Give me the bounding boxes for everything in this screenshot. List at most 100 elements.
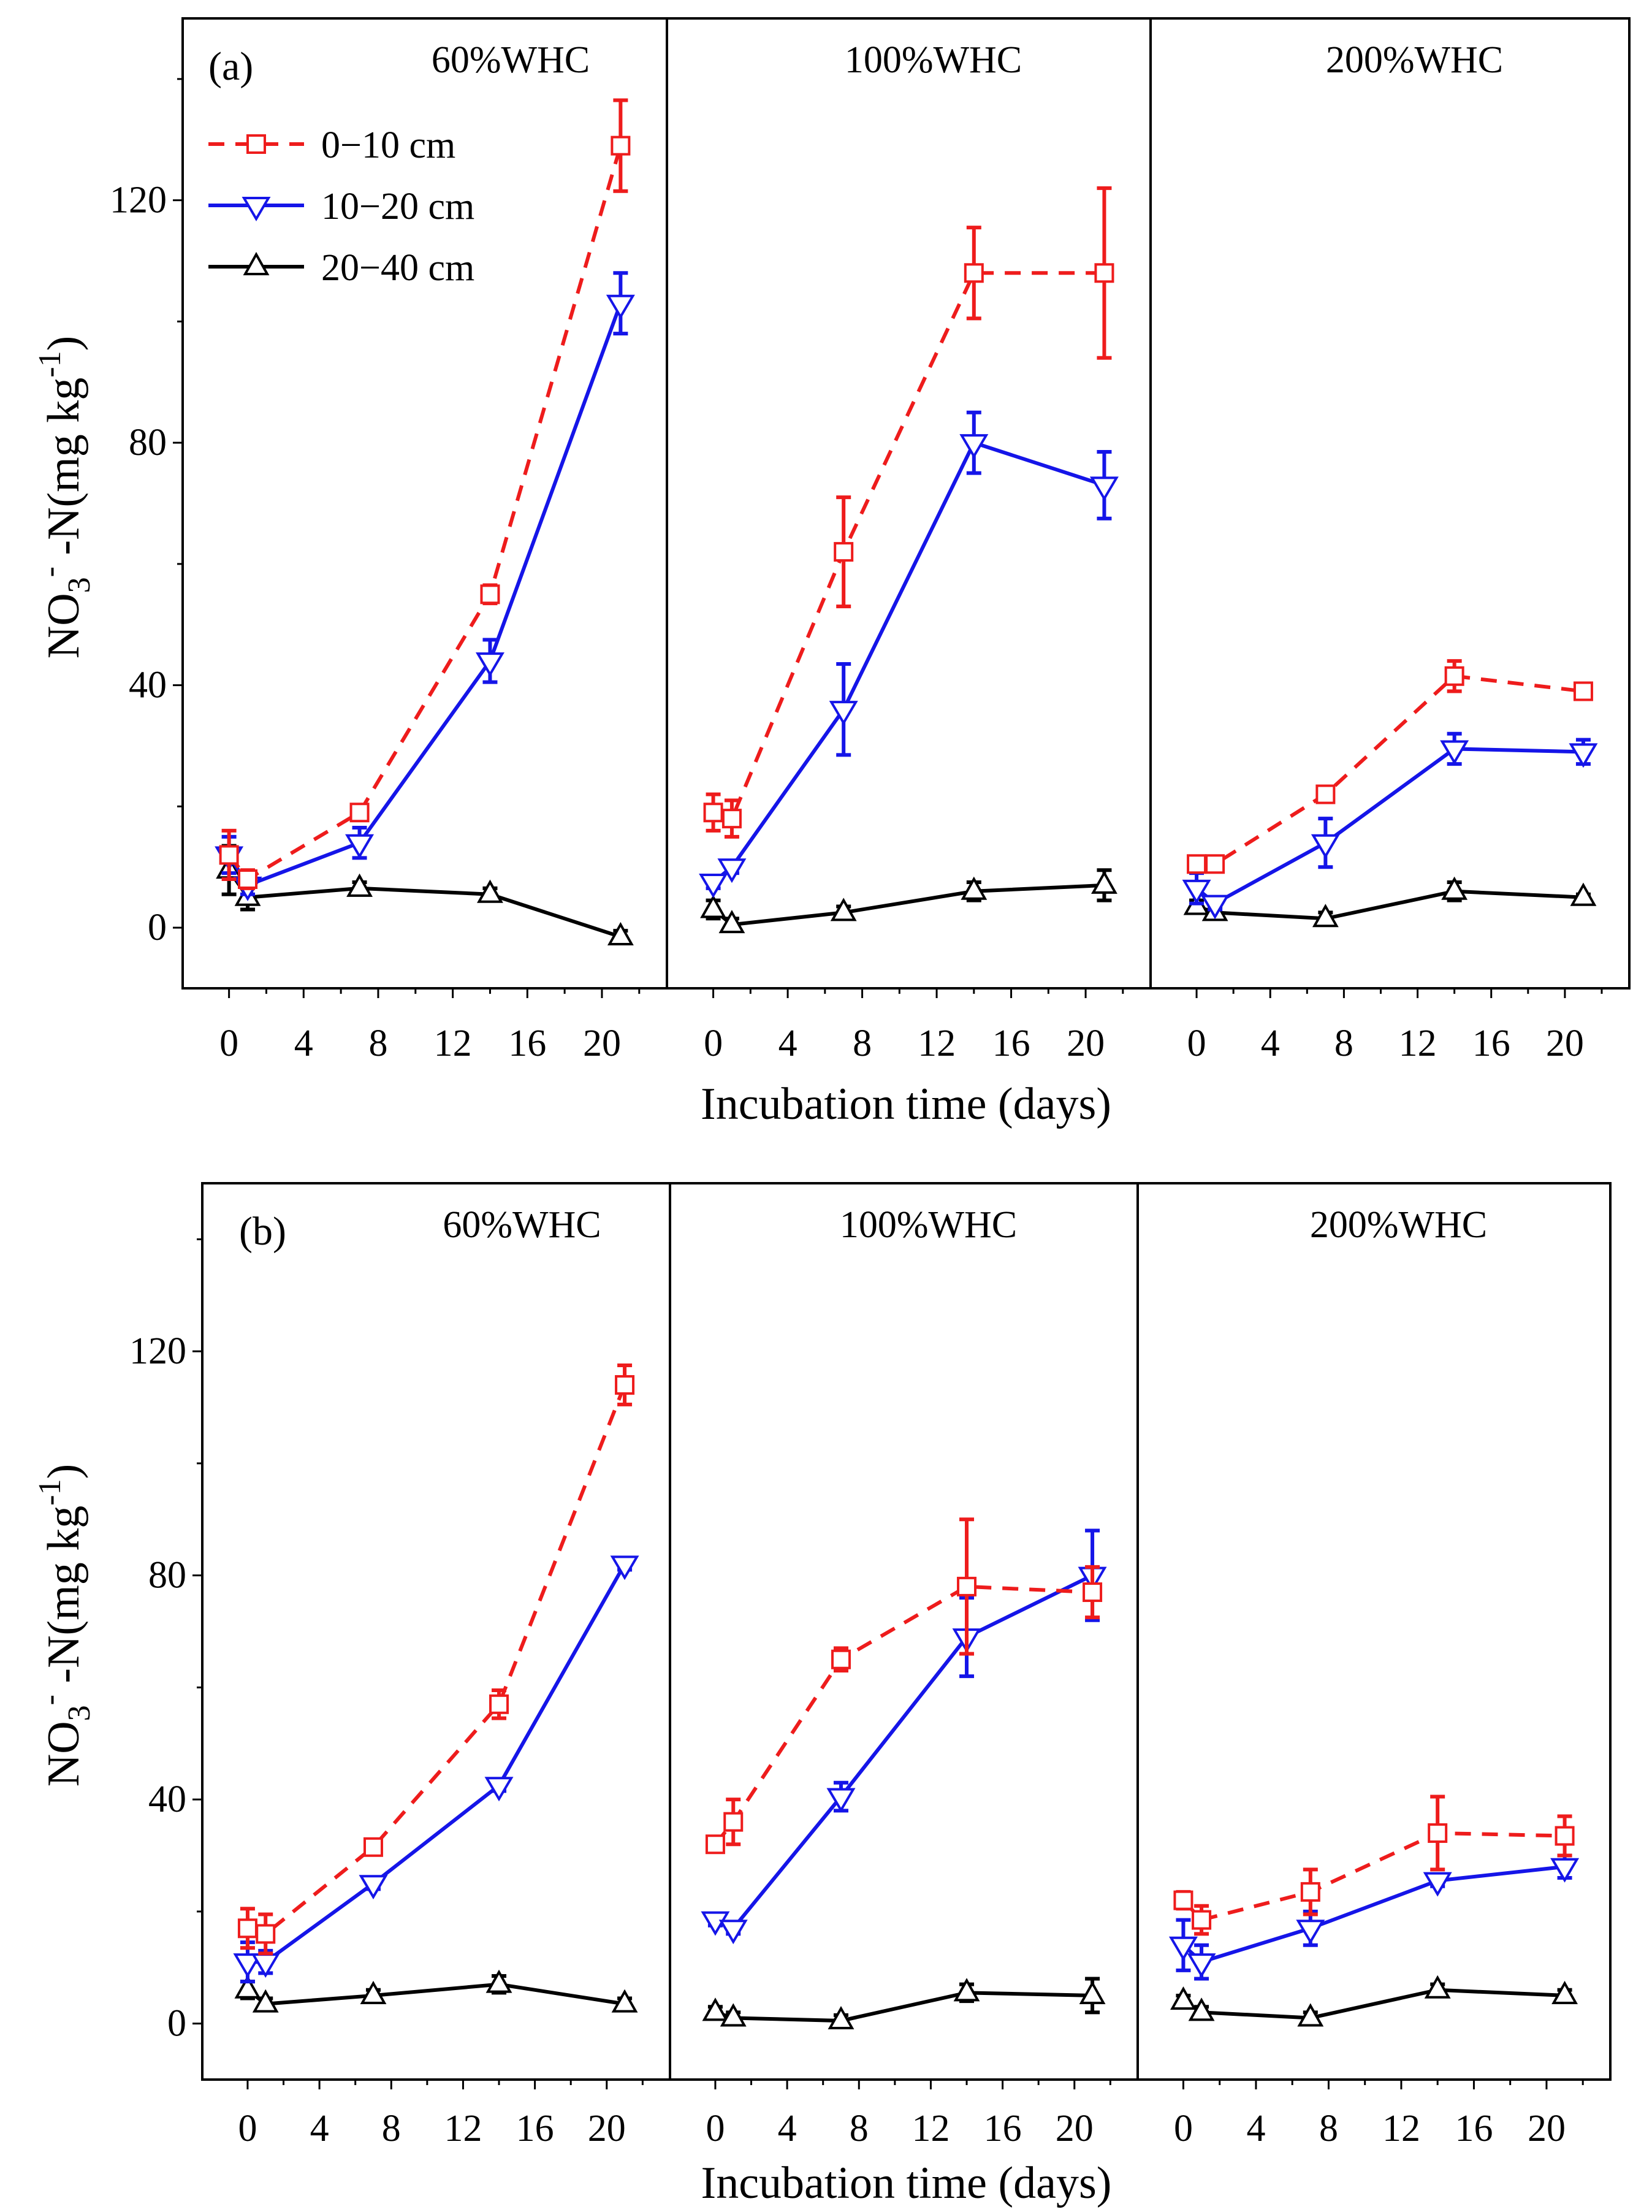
x-tick-label: 20 [1056,2108,1094,2149]
subplot-a-2: 0 4 8 12 16 20 100%WHC [666,17,1152,1064]
panel-label: (a) [208,44,253,89]
series-0-10- [1187,659,1593,874]
x-tick-label: 4 [1246,2108,1265,2149]
condition-label: 100%WHC [840,1204,1017,1246]
marker-triangle-down-10-20- [1182,879,1211,904]
marker-square-0-10- [256,1924,276,1944]
marker-triangle-down-10-20- [1187,1953,1216,1978]
x-tick-label: 4 [778,2108,797,2149]
marker-triangle-down-10-20- [699,873,728,898]
marker-triangle-down-10-20- [345,834,375,859]
y-axis-title-part: 3 [62,1705,97,1721]
marker-triangle-down-10-20- [1423,1872,1452,1897]
y-axis-title: NO3- -N(mg kg-1) [32,336,97,659]
marker-triangle-up-20-40- [718,910,745,934]
y-tick-label: 120 [110,180,167,221]
x-tick-label: 16 [508,1023,546,1064]
marker-triangle-up-20-40- [1188,1997,1215,2021]
marker-triangle-down-10-20- [829,701,858,726]
subplot-a-1: 0 4 8 12 16 20 60%WHC [181,17,668,1064]
marker-square-0-10- [703,803,723,823]
marker-square-legend-0-10- [246,134,266,154]
x-tick-label: 0 [219,1023,238,1064]
marker-square-0-10- [1300,1882,1320,1902]
series-20-40- [1170,1975,1578,2027]
marker-triangle-down-10-20- [717,858,747,883]
marker-triangle-up-20-40- [702,1997,729,2021]
marker-triangle-down-10-20- [959,434,989,459]
series-line-20-40- [712,883,1105,927]
marker-square-0-10- [1555,1826,1575,1846]
series-0-10- [219,98,631,890]
marker-square-0-10- [489,1694,509,1714]
y-axis-title-part: -N(mg kg [39,1506,89,1695]
marker-triangle-down-10-20- [475,652,504,677]
series-line-10-20- [714,1573,1094,1931]
marker-triangle-up-20-40- [1441,876,1468,900]
marker-triangle-up-20-40- [961,876,988,900]
x-tick-label: 20 [1546,1023,1584,1064]
y-axis-title-part: -1 [32,351,67,377]
marker-square-0-10- [705,1834,725,1855]
series-10-20- [701,1528,1107,1945]
y-axis-title-part: ) [39,1464,89,1479]
marker-triangle-up-20-40- [360,1980,387,2004]
x-tick-label: 8 [368,1023,387,1064]
x-tick-label: 0 [1187,1023,1206,1064]
marker-triangle-down-10-20- [718,1920,748,1945]
x-tick-label: 8 [853,1023,872,1064]
y-tick-label: 0 [167,2003,186,2045]
y-tick-label: 40 [148,1779,186,1820]
marker-square-0-10- [1094,263,1114,283]
marker-triangle-down-10-20- [484,1777,514,1802]
subplot-frame [669,1182,1139,2081]
marker-triangle-up-20-40- [720,2003,747,2027]
x-tick-label: 12 [444,2108,482,2149]
series-line-10-20- [227,302,623,888]
x-axis-title: Incubation time (days) [701,1079,1111,1129]
series-line-0-10- [712,271,1105,821]
marker-triangle-down-10-20- [1550,1858,1580,1883]
x-tick-label: 20 [588,2108,626,2149]
series-line-20-40- [1182,1988,1565,2020]
x-tick-label: 8 [382,2108,401,2149]
marker-triangle-down-10-20- [1089,476,1119,502]
x-tick-label: 16 [1455,2108,1493,2149]
marker-triangle-up-20-40- [1312,904,1339,928]
y-axis-title-part: NO [39,1721,89,1787]
marker-square-0-10- [723,1812,744,1832]
marker-triangle-up-20-40- [1551,1980,1578,2004]
subplot-a-3: 0 4 8 12 16 20 200%WHC [1149,17,1631,1064]
series-10-20- [699,410,1119,898]
x-tick-label: 8 [850,2108,869,2149]
condition-label: 60%WHC [443,1204,601,1246]
marker-triangle-up-20-40- [485,1969,512,1993]
marker-triangle-up-20-40- [1079,1980,1106,2004]
x-tick-label: 16 [992,1023,1030,1064]
series-line-0-10- [227,145,623,882]
series-line-10-20- [1195,747,1584,906]
marker-triangle-down-legend-10-20- [242,197,271,221]
series-0-10- [705,1517,1103,1855]
y-axis-title-part: NO [39,593,89,658]
marker-square-0-10- [238,869,258,890]
y-axis-title-part: -1 [32,1479,67,1505]
marker-triangle-up-20-40- [611,1989,638,2013]
marker-triangle-down-10-20- [1200,894,1230,920]
x-tick-label: 12 [918,1023,956,1064]
x-tick-label: 4 [310,2108,329,2149]
marker-triangle-up-20-40- [700,894,726,918]
marker-square-0-10- [831,1649,851,1669]
x-tick-label: 8 [1334,1023,1353,1064]
marker-square-0-10- [1187,854,1207,874]
series-10-20- [1168,1853,1580,1981]
panel-label: (b) [239,1209,286,1254]
y-tick-label: 0 [148,907,167,948]
subplot-frame [1136,1182,1612,2081]
x-tick-label: 4 [294,1023,313,1064]
marker-triangle-down-10-20- [233,1953,262,1978]
x-tick-label: 0 [706,2108,725,2149]
marker-square-0-10- [480,584,500,604]
marker-triangle-down-10-20- [251,1953,280,1978]
